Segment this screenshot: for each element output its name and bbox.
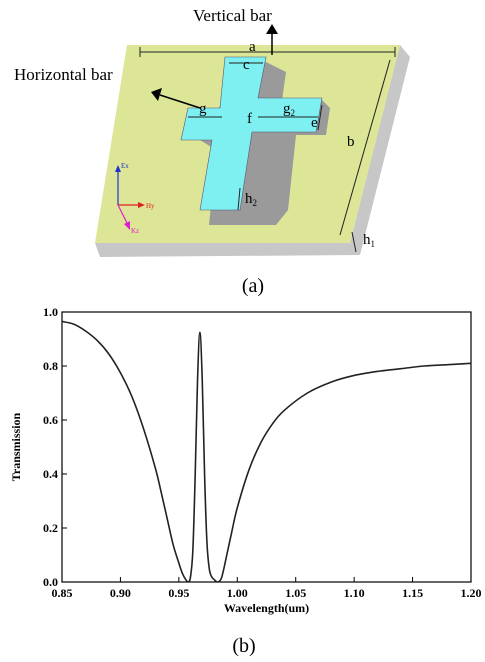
callout-horizontal-bar: Horizontal bar [14, 65, 113, 84]
plot-frame [61, 311, 472, 583]
x-tick-label: 1.10 [344, 586, 365, 600]
dim-f-label: f [247, 111, 252, 127]
kz-axis-icon [117, 204, 129, 226]
caption-a: (a) [242, 275, 264, 297]
dim-b-label: b [347, 134, 355, 150]
substrate-side-right [350, 45, 410, 255]
x-tick-label: 0.95 [168, 586, 189, 600]
x-tick-label: 1.05 [285, 586, 306, 600]
figure-a-diagram: Vertical bar Horizontal bar a b c f g g2… [14, 6, 410, 297]
x-tick-label: 0.85 [52, 586, 73, 600]
y-tick-label: 0.4 [43, 467, 58, 481]
dim-e-label: e [311, 115, 318, 131]
hy-label: Hy [146, 202, 155, 210]
y-tick-label: 0.8 [43, 359, 58, 373]
y-tick-label: 1.0 [43, 305, 58, 319]
x-tick-label: 1.00 [227, 586, 248, 600]
callout-vertical-bar: Vertical bar [193, 6, 272, 25]
y-axis-label: Transmission [9, 412, 23, 481]
dim-g-label: g [199, 101, 207, 117]
caption-b: (b) [232, 635, 255, 657]
horizontal-bar-arrow-icon [151, 88, 162, 101]
y-tick-label: 0.6 [43, 413, 58, 427]
dim-h2-label: h2 [245, 191, 257, 208]
kz-label: Kz [131, 227, 139, 235]
transmission-line [61, 320, 472, 583]
y-tick-label: 0.2 [43, 521, 58, 535]
transmission-chart: 0.85 0.90 0.95 1.00 1.05 1.10 1.15 1.20 0.0 0.2 0.… [9, 305, 482, 657]
ex-label: Ex [121, 162, 129, 170]
cross-top-face [180, 56, 323, 211]
dim-g2-label: g2 [283, 101, 295, 118]
substrate-side-bottom [95, 243, 360, 257]
y-tick-label: 0.0 [43, 575, 58, 589]
dim-c-label: c [243, 57, 250, 73]
x-tick-label: 1.20 [461, 586, 482, 600]
x-tick-label: 1.15 [402, 586, 423, 600]
x-tick-label: 0.90 [110, 586, 131, 600]
x-axis-label: Wavelength(um) [224, 601, 309, 615]
dim-a-label: a [249, 39, 256, 55]
dim-h1-label: h1 [363, 232, 375, 249]
vertical-bar-arrow-icon [266, 24, 278, 34]
